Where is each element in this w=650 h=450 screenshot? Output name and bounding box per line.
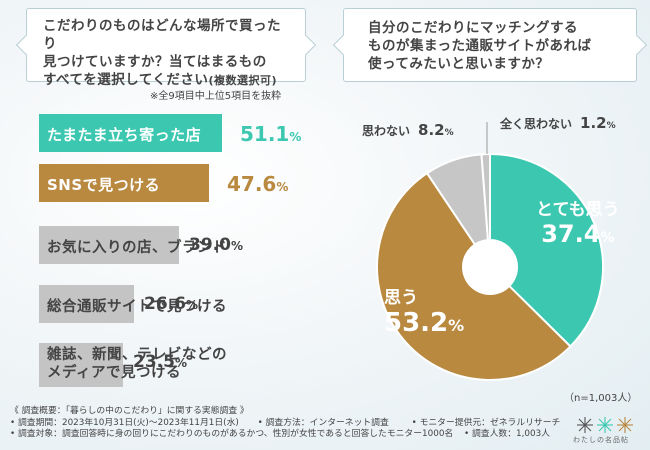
question-right-line1: 自分のこだわりにマッチングする <box>368 20 578 36</box>
donut-label-value-1: 37.4% <box>536 220 620 248</box>
bar-value-3: 39.0% <box>189 235 243 255</box>
bar-label-3-line-1: お気に入りの店、ブランド <box>47 240 227 256</box>
question-left-line2: 見つけていますか？当てはまるもの <box>43 54 267 70</box>
donut-chart <box>375 122 605 382</box>
bar-label-5: 雑誌、新聞、テレビなどの メディアで見つける <box>47 346 227 382</box>
bar-value-1: 51.1% <box>240 122 301 146</box>
donut-label-number-2: 53.2 <box>384 308 449 338</box>
donut-label-name-1: とても思う <box>536 200 620 220</box>
donut-label-unit-4: % <box>606 121 616 131</box>
donut-label-value-2: 53.2% <box>384 308 464 338</box>
bar-label-1-line-1: たまたま立ち寄った店 <box>47 126 202 144</box>
bar-value-unit-5: % <box>174 356 187 370</box>
donut-label-number-1: 37.4 <box>541 220 601 248</box>
question-left-line3: すべてを選択してください <box>43 72 209 88</box>
bar-value-number-3: 39.0 <box>189 235 231 255</box>
survey-footer: 《 調査概要：「暮らしの中のこだわり」に関する実態調査 》 • 調査期間：202… <box>10 406 560 441</box>
donut-slice-4 <box>480 152 491 268</box>
donut-chart-svg <box>376 122 604 381</box>
question-right-line2: ものが集まった通販サイトがあれば <box>368 38 592 54</box>
bar-2 <box>39 164 209 202</box>
bar-value-number-4: 26.6 <box>144 294 186 314</box>
question-left-line1: こだわりのものはどんな場所で買ったり <box>43 18 281 52</box>
footer-row-2: • 調査期間：2023年10月31日(火)～2023年11月1日(水) • 調査… <box>10 418 560 430</box>
bar-label-5-line-1: 雑誌、新聞、テレビなどの <box>47 347 227 363</box>
donut-slice-1 <box>489 152 604 348</box>
donut-label-name-3: 思わない <box>362 124 411 138</box>
snowflake-logo-icon <box>577 417 633 433</box>
bar-label-4: 総合通販サイトで見つける <box>47 295 227 316</box>
footer-provider: • モニター提供元：ゼネラルリサーチ <box>411 417 561 428</box>
donut-label-number-4: 1.2 <box>580 114 607 132</box>
bar-label-5-line-2: メディアで見つける <box>47 365 181 381</box>
bar-label-2: SNSで見つける <box>47 174 160 195</box>
question-right-box: 自分のこだわりにマッチングする ものが集まった通販サイトがあれば 使ってみたいと… <box>343 8 637 82</box>
bar-value-unit-1: % <box>289 130 302 144</box>
donut-label-value-4: 1.2% <box>580 114 616 132</box>
bar-value-unit-4: % <box>185 298 198 312</box>
bar-value-number-5: 23.5 <box>133 352 175 372</box>
bar-label-3: お気に入りの店、ブランド <box>47 236 227 257</box>
bar-value-unit-2: % <box>276 180 289 194</box>
question-left-box: こだわりのものはどんな場所で買ったり 見つけていますか？当てはまるもの すべてを… <box>26 8 306 88</box>
bar-label-1: たまたま立ち寄った店 <box>47 124 201 145</box>
footer-row-3: • 調査対象：調査回答時に身の回りにこだわりのものがあるかつ、性別が女性であると… <box>10 429 560 441</box>
bar-value-number-1: 51.1 <box>240 122 290 146</box>
bar-chart-note: ※全9項目中上位5項目を抜粋 <box>150 91 282 102</box>
bar-value-5: 23.5% <box>133 352 187 372</box>
donut-label-unit-2: % <box>448 316 465 335</box>
bar-3 <box>39 226 179 264</box>
question-right-line3: 使ってみたいと思いますか？ <box>368 56 550 72</box>
donut-label-number-3: 8.2 <box>418 121 445 139</box>
sample-size-note: （n=1,003人） <box>564 393 638 404</box>
bar-1 <box>39 114 222 152</box>
donut-label-unit-3: % <box>444 128 454 138</box>
donut-label-4: 全く思わない 1.2% <box>500 113 616 132</box>
question-left-line3-wrap: すべてを選択してください(複数選択可) <box>43 71 291 90</box>
footer-title: 《 調査概要：「暮らしの中のこだわり」に関する実態調査 》 <box>10 406 249 416</box>
question-right-text: 自分のこだわりにマッチングする ものが集まった通販サイトがあれば 使ってみたいと… <box>368 19 622 73</box>
bar-value-number-2: 47.6 <box>227 172 277 196</box>
donut-label-value-3: 8.2% <box>418 121 454 139</box>
donut-label-name-4: 全く思わない <box>500 117 573 131</box>
donut-label-name-2: 思う <box>384 288 418 308</box>
bar-4 <box>39 285 134 323</box>
footer-method: • 調査方法：インターネット調査 <box>257 417 389 428</box>
footer-count: • 調査人数：1,003人 <box>464 429 550 439</box>
bar-label-2-line-1: SNSで見つける <box>47 176 161 194</box>
bar-value-unit-3: % <box>230 239 243 253</box>
donut-label-2: 思う 53.2% <box>384 283 464 338</box>
bar-5 <box>39 343 123 387</box>
bar-value-4: 26.6% <box>144 294 198 314</box>
donut-label-3: 思わない 8.2% <box>362 120 454 139</box>
bar-label-4-line-1: 総合通販サイトで見つける <box>47 299 227 315</box>
question-left-multi-note: (複数選択可) <box>208 74 277 87</box>
donut-label-1: とても思う 37.4% <box>536 195 620 248</box>
logo-text: わたしの名品帖 <box>573 436 629 444</box>
donut-hole <box>462 239 518 295</box>
question-left-text: こだわりのものはどんな場所で買ったり 見つけていますか？当てはまるもの すべてを… <box>43 17 291 90</box>
donut-label-unit-1: % <box>600 230 615 246</box>
bar-value-2: 47.6% <box>227 172 288 196</box>
footer-period: • 調査期間：2023年10月31日(火)～2023年11月1日(水) <box>10 417 239 428</box>
footer-target: • 調査対象：調査回答時に身の回りにこだわりのものがあるかつ、性別が女性であると… <box>10 429 454 439</box>
